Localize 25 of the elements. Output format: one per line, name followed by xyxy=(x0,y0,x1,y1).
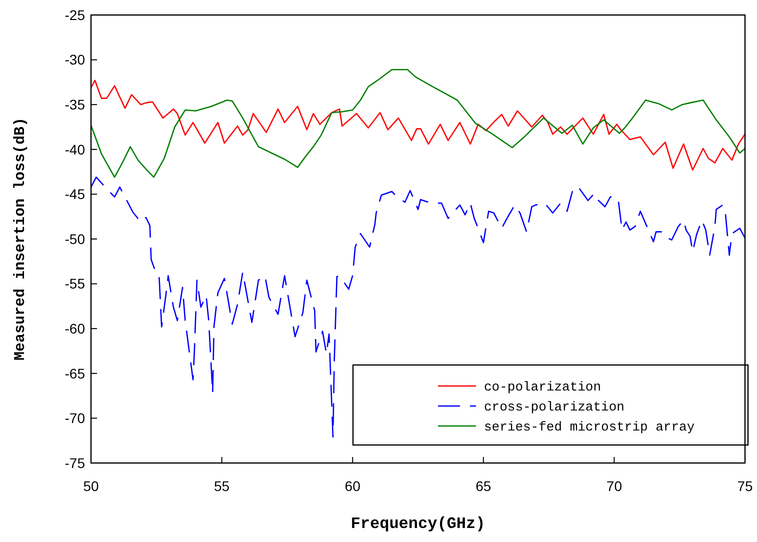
legend-label: co-polarization xyxy=(484,380,602,395)
y-tick-label: -40 xyxy=(64,141,86,158)
y-tick-label: -65 xyxy=(64,365,86,382)
x-tick-label: 75 xyxy=(737,478,753,494)
y-tick-label: -70 xyxy=(64,410,86,426)
line-series xyxy=(90,176,746,438)
x-tick-label: 50 xyxy=(83,478,99,494)
x-tick-label: 70 xyxy=(606,478,622,494)
x-tick-label: 65 xyxy=(476,478,492,494)
legend-label: series-fed microstrip array xyxy=(484,420,695,435)
y-axis-title: Measured insertion loss(dB) xyxy=(12,117,29,361)
y-tick-label: -35 xyxy=(64,96,86,112)
y-tick-label: -55 xyxy=(64,276,86,292)
legend-label: cross-polarization xyxy=(484,400,624,415)
y-tick-label: -45 xyxy=(64,186,86,202)
y-tick-label: -50 xyxy=(64,230,86,247)
y-tick-label: -25 xyxy=(64,6,86,23)
x-tick-label: 55 xyxy=(214,478,230,494)
y-tick-label: -75 xyxy=(64,454,86,471)
x-tick-label: 60 xyxy=(344,478,361,494)
y-tick-label: -60 xyxy=(64,320,86,336)
line-series xyxy=(90,80,746,171)
x-axis-title: Frequency(GHz) xyxy=(350,515,486,533)
line-series xyxy=(90,69,746,178)
y-tick-label: -30 xyxy=(64,52,86,68)
